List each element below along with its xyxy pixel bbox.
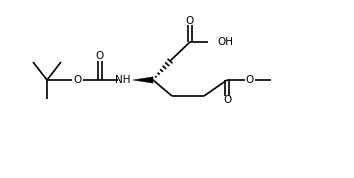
Text: O: O [74,75,82,85]
Text: NH: NH [115,75,131,85]
Text: O: O [186,16,194,26]
Polygon shape [133,77,153,83]
Text: O: O [96,51,104,61]
Text: O: O [246,75,254,85]
Text: O: O [223,95,231,105]
Text: OH: OH [217,37,233,47]
